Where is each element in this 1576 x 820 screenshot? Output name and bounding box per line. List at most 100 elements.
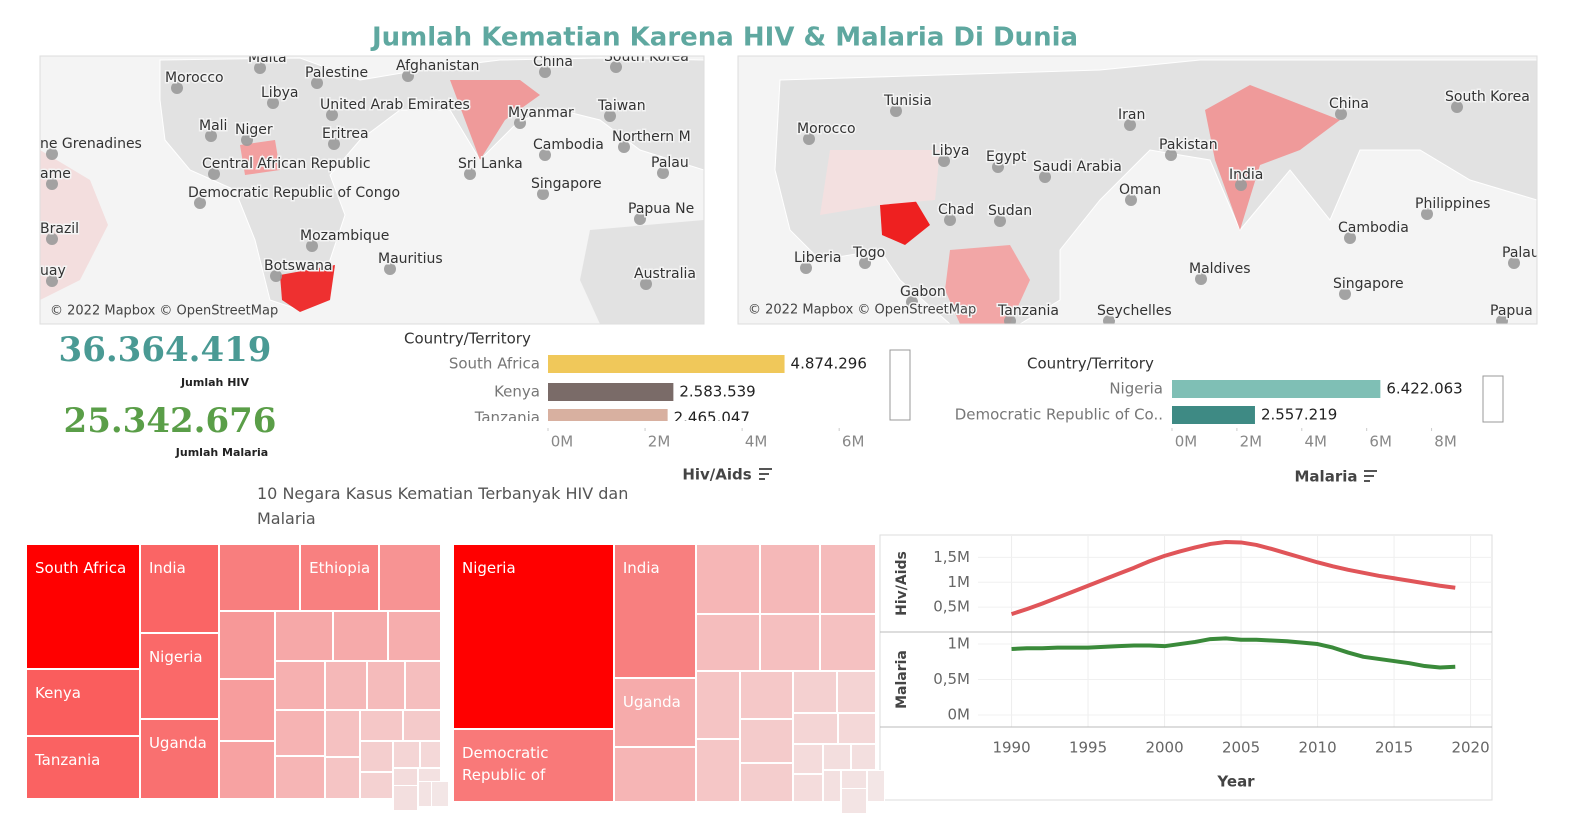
value-label: 6.422.063 [1386, 380, 1462, 398]
treemap-cell: Uganda [139, 718, 219, 799]
treemap-cell [740, 762, 794, 802]
map-label: Pakistan [1159, 137, 1218, 153]
treemap-cell: Uganda [613, 678, 696, 748]
treemap-cell [379, 544, 441, 611]
map-frame [737, 55, 1538, 325]
country-dot [1421, 208, 1433, 220]
treemap-cell [819, 613, 876, 672]
map-attribution: © 2022 Mapbox © OpenStreetMap [748, 303, 976, 318]
country-dot [46, 178, 58, 190]
x-axis-title: Hiv/Aids [682, 466, 751, 484]
sort-icon[interactable] [759, 468, 772, 480]
country-dot [1165, 149, 1177, 161]
x-axis-title: Malaria [1295, 468, 1358, 486]
country-dot [1344, 232, 1356, 244]
bar [1172, 406, 1255, 424]
treemap-cell [218, 741, 275, 799]
country-dot [640, 278, 652, 290]
dashboard-title: Jumlah Kematian Karena HIV & Malaria Di … [370, 23, 1078, 53]
country-dot [906, 296, 918, 308]
map-hiv: Malta Morocco Palestine Afghanistan China Sou… [40, 56, 704, 324]
map-label: India [1229, 167, 1263, 183]
treemap-cell [867, 770, 886, 802]
map-label: uay [40, 263, 66, 279]
country-dot [994, 215, 1006, 227]
treemap-cell [695, 739, 741, 802]
region-highlight [280, 265, 335, 312]
country-dot [800, 262, 812, 274]
map-attribution: © 2022 Mapbox © OpenStreetMap [50, 304, 278, 319]
region-highlight [1205, 85, 1340, 230]
map-label: Botswana [264, 258, 332, 274]
treemap-cell: Kenya [26, 669, 140, 736]
value-label: 2.557.219 [1261, 406, 1337, 424]
map-label: Chad [938, 202, 974, 218]
map-label: Liberia [794, 250, 841, 266]
treemap-malaria: Nigeria Democratic Republic of India Uganda [453, 544, 886, 814]
x-tick-label: 0M [1175, 433, 1198, 451]
treemap-label: Uganda [148, 733, 207, 752]
treemap-cell [366, 660, 406, 711]
y-tick-label: 0M [948, 705, 971, 723]
treemap-label: Democratic Republic of [462, 743, 549, 784]
x-tick-label: 6M [842, 433, 865, 451]
treemap-cell [218, 544, 301, 611]
map-label: Cambodia [1338, 220, 1409, 236]
country-dot [938, 155, 950, 167]
country-dot [1508, 257, 1520, 269]
country-dot [194, 197, 206, 209]
value-label: 4.874.296 [791, 355, 867, 373]
country-dot [1335, 108, 1347, 120]
map-label: China [1329, 96, 1369, 112]
map-label: ne Grenadines [40, 136, 142, 152]
country-dot [1103, 315, 1115, 324]
bar-group: Nigeria 6.422.063 Democratic Republic of C… [955, 380, 1463, 424]
treemap-cell [325, 710, 360, 757]
country-dot [384, 263, 396, 275]
treemap-cell [325, 756, 360, 799]
y-axis-title: Hiv/Aids [894, 551, 910, 616]
y-tick-label: 1M [948, 573, 971, 591]
treemap-cell [740, 671, 794, 720]
y-tick-label: 0,5M [933, 670, 970, 688]
treemap-cell [695, 671, 741, 740]
map-label: Papua Ne [628, 201, 694, 217]
x-tick-label: 2010 [1298, 739, 1336, 757]
country-dot [539, 66, 551, 78]
treemap-label: South Africa [35, 559, 127, 577]
treemap-cell [359, 772, 393, 799]
map-label: Afghanistan [396, 58, 479, 74]
treemap-hiv: South Africa Kenya Tanzania India Nigeria Uga… [26, 544, 450, 812]
sort-icon[interactable] [1364, 470, 1377, 482]
kpi-label: Jumlah Malaria [175, 446, 268, 459]
treemap-cell [359, 740, 393, 773]
map-label: Northern M [612, 129, 691, 145]
treemap-cell: Ethiopia [300, 544, 380, 611]
filter-box[interactable] [1482, 375, 1504, 423]
country-dot [205, 130, 217, 142]
country-dot [1195, 273, 1207, 285]
x-tick-label: 2015 [1375, 739, 1413, 757]
treemap-cell [793, 671, 838, 714]
treemap-label: Nigeria [148, 648, 203, 667]
map-label: Cambodia [533, 137, 604, 153]
treemap-cell [819, 544, 876, 614]
treemap-cell [392, 740, 420, 769]
map-label: Tanzania [997, 303, 1059, 319]
region-highlight [820, 150, 940, 215]
x-tick-label: 1995 [1069, 739, 1107, 757]
country-dot [254, 62, 266, 74]
country-dot [208, 168, 220, 180]
map-label: Palau [651, 155, 689, 171]
x-tick-label: 6M [1369, 433, 1392, 451]
map-label: Mali [199, 118, 227, 134]
map-label: Sri Lanka [458, 156, 523, 172]
country-dot [604, 110, 616, 122]
map-label: Australia [634, 266, 696, 282]
filter-box[interactable] [889, 349, 911, 421]
treemap-cell [793, 713, 839, 744]
treemap-cell [793, 743, 824, 775]
treemap-cell [823, 743, 852, 771]
map-label: Singapore [531, 176, 602, 192]
